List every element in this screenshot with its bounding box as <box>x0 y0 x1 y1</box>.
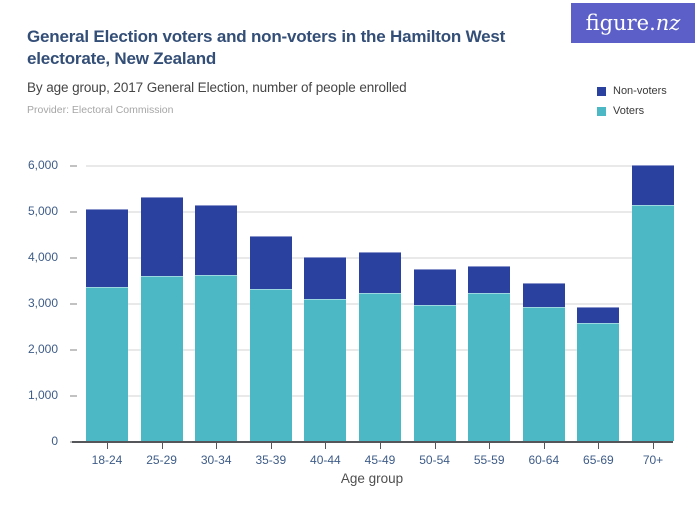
bar-segment-non-voters-70+ <box>632 165 674 206</box>
bar-segment-voters-18-24 <box>86 287 128 441</box>
y-axis-label: 3,000 <box>27 296 58 310</box>
bar-segment-voters-70+ <box>632 205 674 441</box>
x-axis-tick <box>489 442 491 449</box>
y-axis-label: 5,000 <box>27 204 58 218</box>
chart-title: General Election voters and non-voters i… <box>27 26 567 70</box>
bar-segment-non-voters-55-59 <box>468 266 511 293</box>
x-axis-label-35-39: 35-39 <box>255 453 287 467</box>
provider-attribution: Provider: Electoral Commission <box>27 104 174 116</box>
x-axis-label-50-54: 50-54 <box>419 453 450 467</box>
logo-text-suffix: nz <box>655 11 681 35</box>
x-axis-label-70+: 70+ <box>642 453 664 467</box>
legend: Non-voters Voters <box>597 85 667 117</box>
bar-segment-voters-65-69 <box>577 323 620 441</box>
x-axis-label-40-44: 40-44 <box>310 453 341 467</box>
x-axis-label-55-59: 55-59 <box>473 453 505 467</box>
legend-swatch-icon <box>597 106 606 116</box>
chart: 0 1,000 2,000 3,000 4,000 5,000 6,000 18-24 25-2… <box>0 150 700 525</box>
figure-nz-logo[interactable]: figure. nz <box>571 3 695 43</box>
x-axis-tick <box>653 442 654 449</box>
y-axis-tick <box>70 165 77 167</box>
x-axis-tick <box>434 442 436 449</box>
y-axis-tick <box>70 257 77 259</box>
bar-segment-non-voters-18-24 <box>86 209 128 288</box>
y-axis-tick <box>70 395 77 397</box>
gridline-6000 <box>86 165 673 167</box>
x-axis-tick <box>270 442 272 449</box>
bar-segment-voters-50-54 <box>413 304 456 441</box>
x-axis-tick <box>380 442 381 449</box>
y-axis-label: 0 <box>51 434 58 448</box>
x-axis-label-18-24: 18-24 <box>91 453 123 467</box>
y-axis-label: 4,000 <box>27 250 58 264</box>
bar-segment-non-voters-25-29 <box>140 196 183 277</box>
logo-text-main: figure. <box>585 11 656 35</box>
x-axis-label-60-64: 60-64 <box>528 453 560 467</box>
bar-segment-non-voters-65-69 <box>577 307 620 324</box>
bar-segment-voters-40-44 <box>304 299 347 441</box>
legend-item-voters[interactable]: Voters <box>597 105 667 117</box>
chart-subtitle: By age group, 2017 General Election, num… <box>27 80 407 95</box>
x-axis-tick <box>543 442 545 449</box>
y-axis-tick <box>70 349 77 351</box>
bar-segment-voters-60-64 <box>522 307 565 441</box>
y-axis-tick <box>70 211 77 213</box>
bar-segment-non-voters-45-49 <box>359 251 401 294</box>
chart-title-line1: General Election voters and non-voters i… <box>27 27 506 46</box>
bar-segment-voters-35-39 <box>249 289 292 441</box>
legend-label: Voters <box>613 105 645 117</box>
x-axis-tick <box>107 442 108 449</box>
bar-segment-voters-25-29 <box>140 276 183 441</box>
y-axis-label: 2,000 <box>27 342 58 356</box>
legend-item-non-voters[interactable]: Non-voters <box>597 85 667 97</box>
bar-segment-non-voters-60-64 <box>522 282 565 308</box>
x-axis-label-30-34: 30-34 <box>200 453 232 467</box>
bar-segment-non-voters-40-44 <box>304 257 347 300</box>
gridline-5000 <box>86 211 673 213</box>
x-axis-title: Age group <box>340 471 404 486</box>
chart-title-line2: electorate, New Zealand <box>27 49 217 68</box>
x-axis-line <box>72 441 673 443</box>
y-axis-label: 6,000 <box>27 158 58 172</box>
x-axis-label-65-69: 65-69 <box>583 453 614 467</box>
x-axis-tick <box>598 442 600 449</box>
bar-segment-non-voters-50-54 <box>413 268 456 305</box>
bar-segment-voters-55-59 <box>468 292 511 441</box>
bar-segment-non-voters-35-39 <box>249 235 292 290</box>
x-axis-tick <box>161 442 163 449</box>
x-axis-tick <box>216 442 218 449</box>
x-axis-label-25-29: 25-29 <box>146 453 177 467</box>
y-axis-label: 1,000 <box>27 388 58 402</box>
bar-segment-non-voters-30-34 <box>195 205 238 276</box>
legend-swatch-icon <box>597 86 606 96</box>
legend-label: Non-voters <box>613 85 667 97</box>
bar-segment-voters-30-34 <box>195 275 238 441</box>
x-axis-label-45-49: 45-49 <box>364 453 396 467</box>
bar-segment-voters-45-49 <box>359 293 401 441</box>
x-axis-tick <box>325 442 327 449</box>
y-axis-tick <box>70 303 77 305</box>
